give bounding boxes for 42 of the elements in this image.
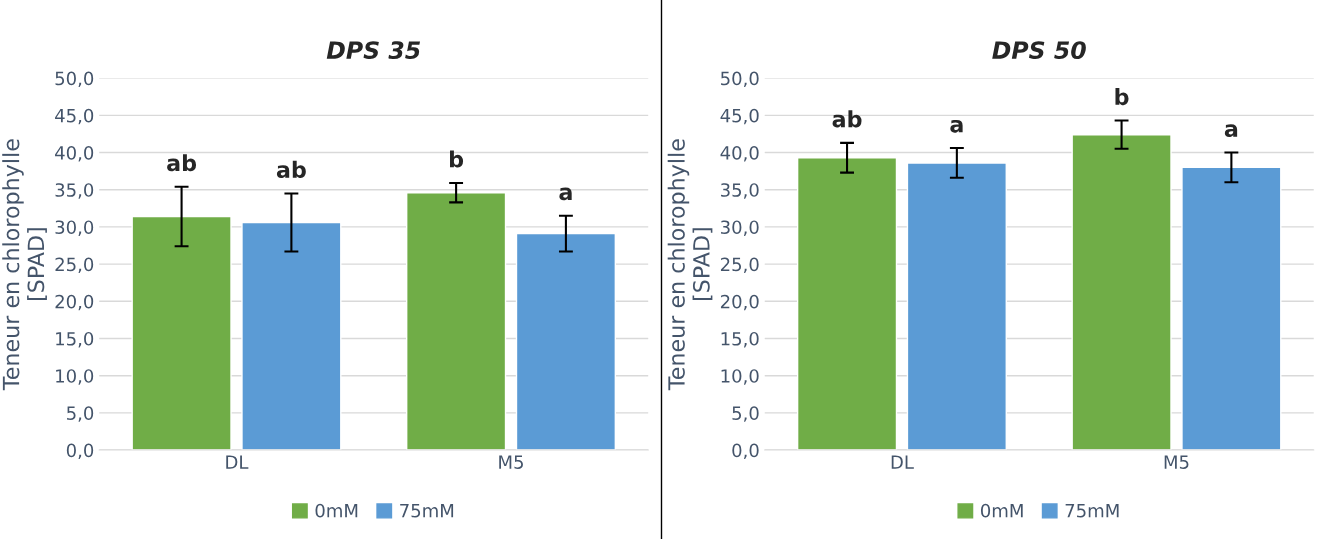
y-tick-label: 10,0: [56, 369, 94, 385]
y-tick-label: 40,0: [55, 146, 94, 162]
y-tick-label: 0,0: [66, 443, 94, 460]
y-tick-label: 20,0: [55, 294, 94, 311]
annotation: ab: [167, 154, 197, 172]
chart-title: DPS 35: [326, 41, 421, 60]
y-tick-label: 45,0: [720, 108, 759, 125]
y-tick-label: 25,0: [55, 257, 94, 274]
y-tick-label: 35,0: [55, 183, 94, 199]
y-tick-label: 5,0: [732, 406, 759, 422]
y-tick-label: 45,0: [55, 108, 94, 125]
y-tick-label: 20,0: [720, 294, 759, 311]
annotation: a: [559, 187, 572, 201]
y-tick-label: 15,0: [56, 331, 94, 348]
y-axis-title: Teneur en chlorophylle [SPAD]: [2, 139, 47, 391]
y-tick-label: 40,0: [720, 146, 759, 162]
x-tick-label: DL: [891, 455, 914, 469]
chart-title: DPS 50: [992, 41, 1086, 60]
annotation: a: [1224, 124, 1238, 138]
y-tick-label: 10,0: [721, 369, 759, 385]
y-tick-label: 50,0: [55, 71, 94, 88]
x-tick-label: M5: [499, 455, 523, 469]
annotation: b: [1115, 87, 1129, 106]
legend-label: 0mM: [980, 503, 1023, 518]
y-tick-label: 35,0: [721, 183, 759, 199]
y-tick-label: 30,0: [55, 220, 94, 236]
y-tick-label: 15,0: [721, 331, 759, 348]
y-axis-title: Teneur en chlorophylle [SPAD]: [667, 139, 713, 391]
legend-label: 75mM: [400, 504, 454, 518]
annotation: ab: [832, 110, 862, 128]
annotation: b: [450, 150, 464, 168]
x-tick-label: DL: [226, 455, 249, 469]
annotation: a: [950, 119, 963, 133]
y-tick-label: 50,0: [721, 71, 759, 88]
y-tick-label: 5,0: [67, 406, 94, 422]
y-tick-label: 25,0: [720, 257, 759, 274]
legend-label: 0mM: [315, 503, 358, 518]
x-tick-label: M5: [1164, 455, 1189, 469]
y-tick-label: 30,0: [721, 220, 759, 236]
annotation: ab: [276, 160, 306, 179]
y-tick-label: 0,0: [732, 443, 759, 460]
legend-label: 75mM: [1065, 504, 1119, 518]
